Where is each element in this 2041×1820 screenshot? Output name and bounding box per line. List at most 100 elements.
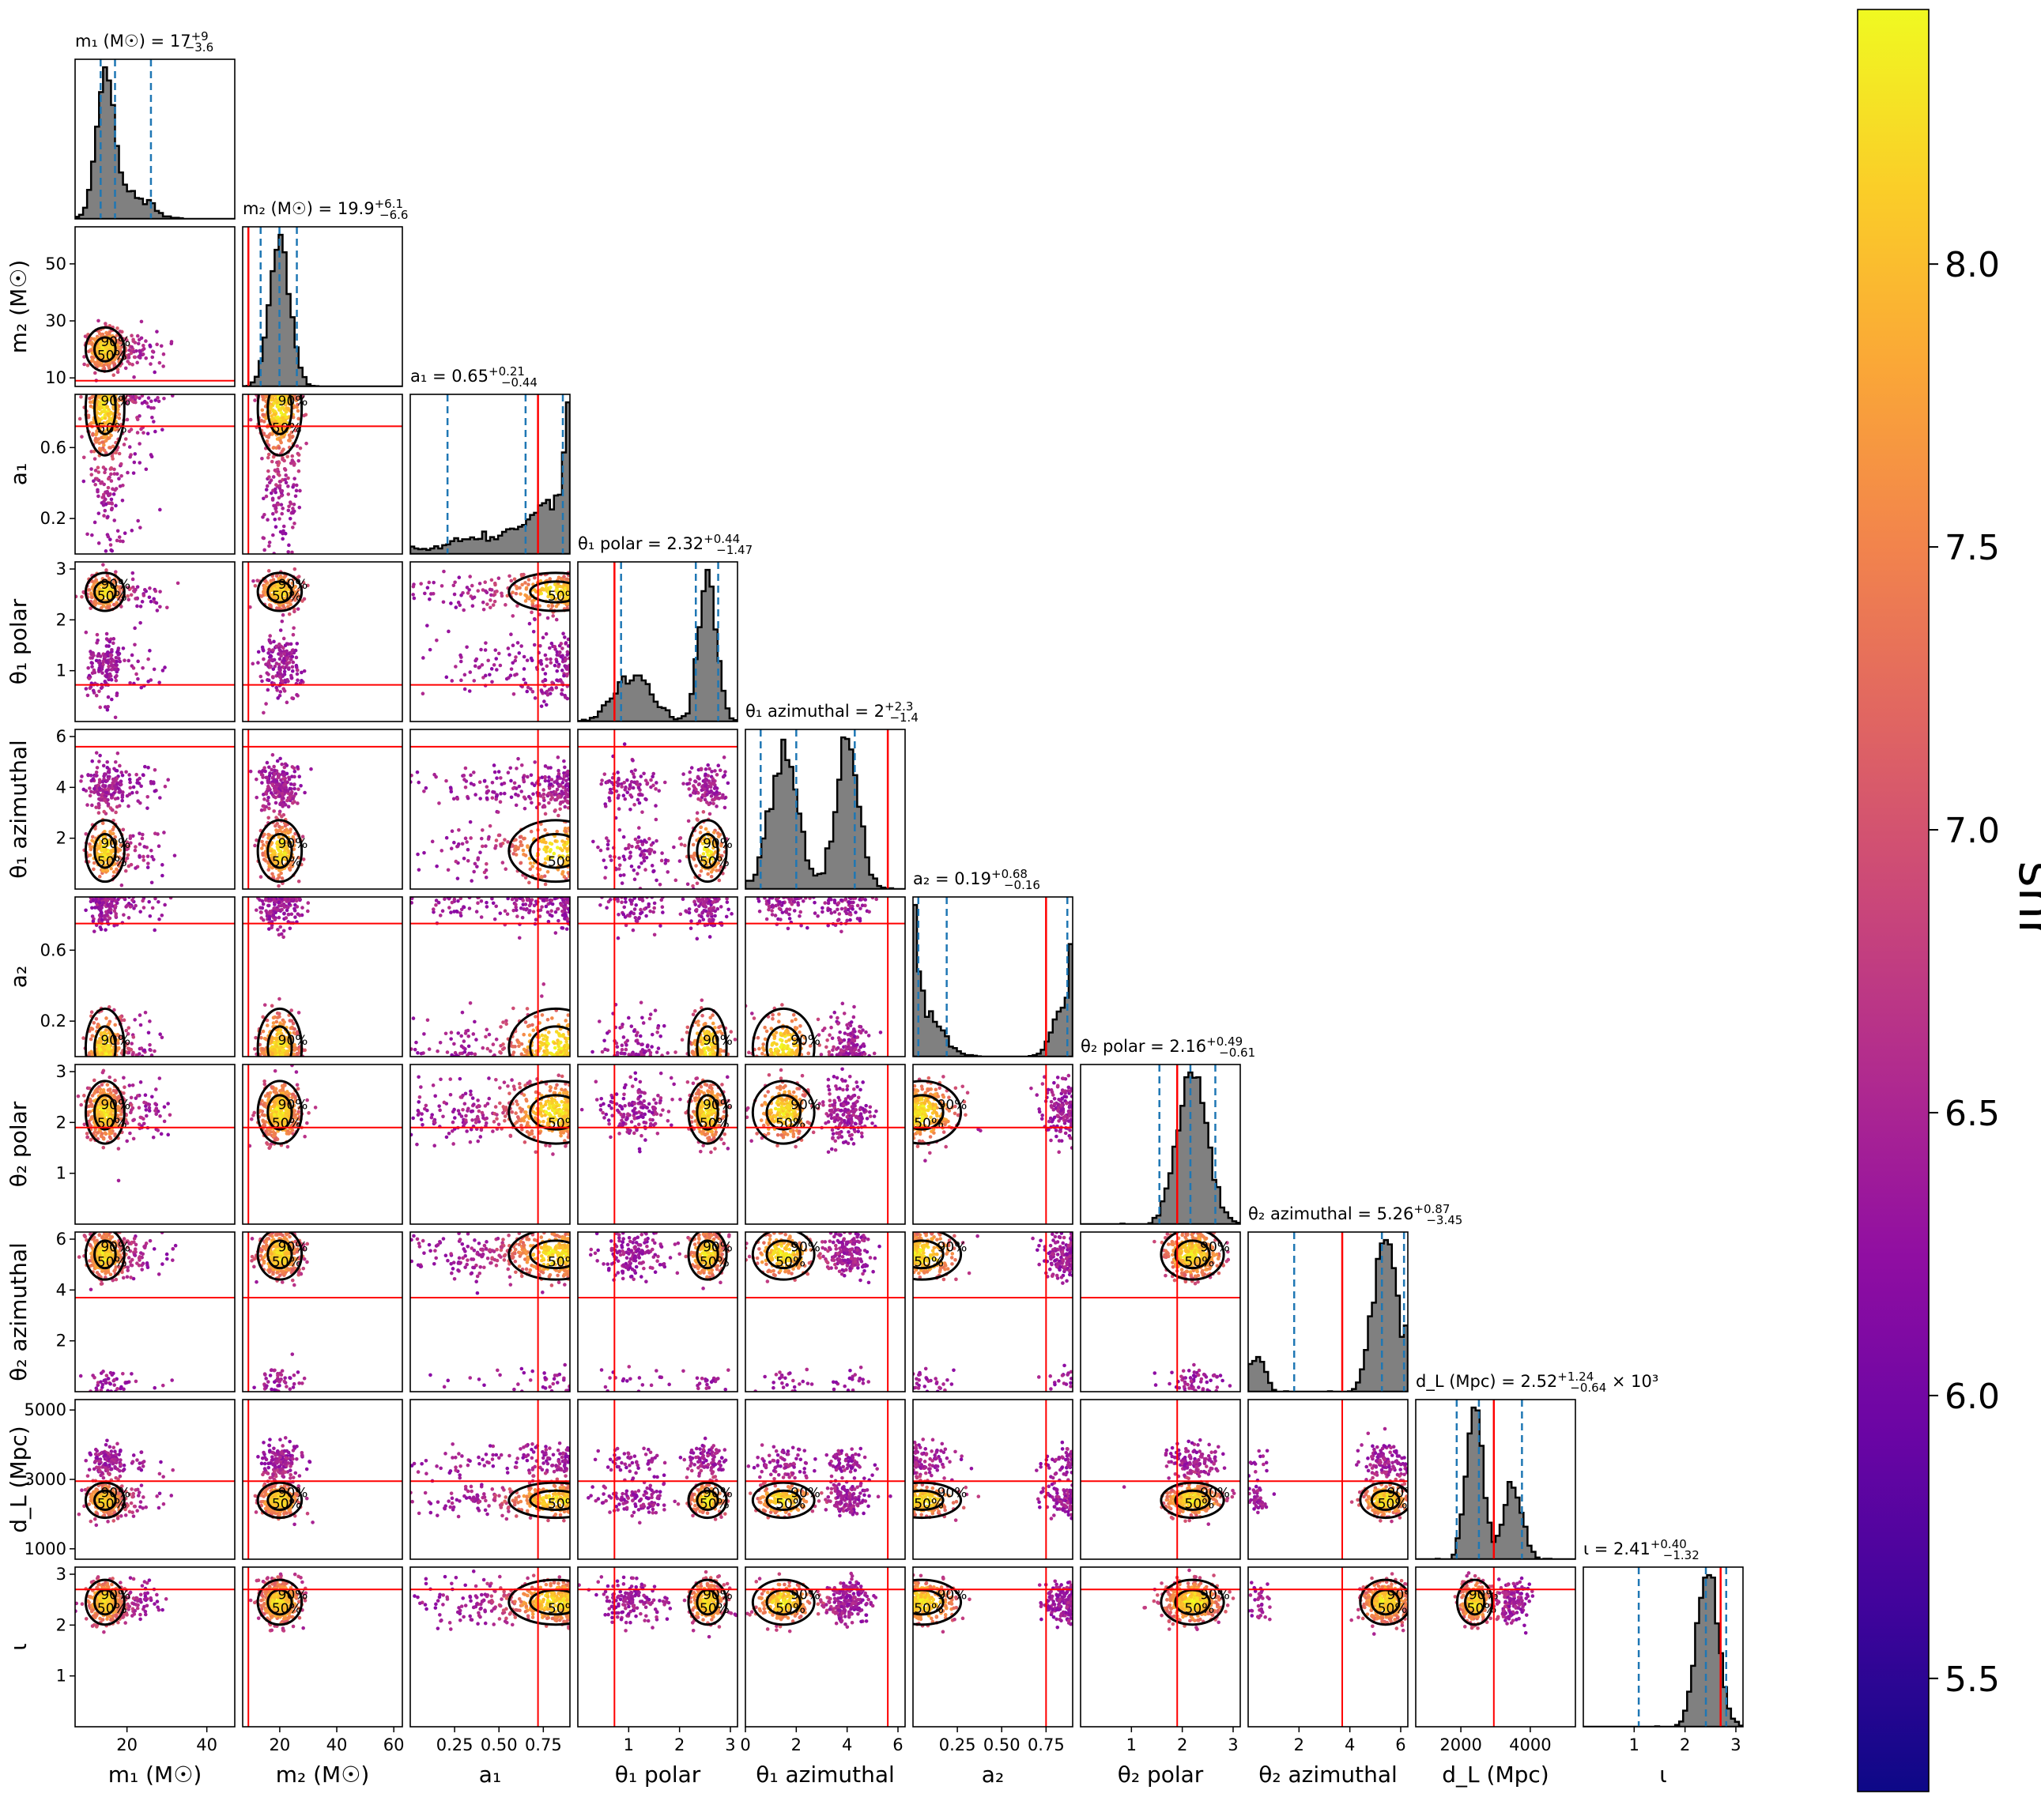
sample-point: [558, 807, 562, 812]
sample-point: [150, 906, 155, 910]
sample-point: [556, 665, 560, 669]
sample-point: [563, 695, 568, 699]
sample-point: [152, 420, 156, 424]
sample-point: [499, 842, 503, 846]
sample-point: [100, 671, 104, 675]
sample-point: [650, 864, 655, 868]
sample-point: [127, 792, 132, 797]
sample-point: [262, 793, 266, 797]
sample-point: [549, 641, 554, 646]
sample-point: [149, 454, 154, 459]
sample-point: [160, 1035, 164, 1040]
sample-point: [514, 655, 518, 659]
sample-point: [104, 790, 109, 795]
sample-point: [556, 846, 560, 850]
sample-point: [542, 699, 546, 703]
sample-point: [547, 801, 551, 805]
sample-point: [104, 631, 109, 636]
sample-point: [663, 858, 668, 862]
sample-point: [92, 668, 96, 673]
sample-point: [282, 782, 286, 787]
sample-point: [288, 868, 292, 872]
sample-point: [507, 574, 511, 578]
panel-frame: [409, 394, 571, 555]
sample-point: [642, 858, 647, 863]
sample-point: [92, 360, 97, 364]
sample-point: [591, 839, 595, 844]
sample-point: [529, 656, 534, 661]
sample-point: [266, 469, 270, 473]
sample-point: [96, 1022, 100, 1027]
sample-point: [125, 856, 130, 861]
sample-point: [291, 526, 295, 529]
sample-point: [469, 836, 473, 840]
sample-point: [108, 594, 112, 599]
sample-point: [100, 911, 104, 915]
sample-point: [100, 779, 105, 784]
sample-point: [556, 768, 560, 773]
sample-point: [168, 897, 173, 900]
sample-point: [543, 775, 547, 780]
y-tick-label: 6: [56, 727, 66, 746]
sample-point: [266, 795, 270, 800]
sample-point: [603, 804, 608, 808]
sample-point: [526, 794, 531, 799]
sample-point: [84, 908, 88, 913]
sample-point: [145, 794, 150, 799]
sample-point: [262, 808, 266, 812]
sample-point: [556, 794, 561, 798]
sample-point: [282, 773, 287, 778]
sample-point: [111, 831, 115, 836]
sample-point: [121, 827, 126, 832]
sample-point: [495, 590, 499, 593]
sample-point: [289, 461, 293, 465]
sample-point: [699, 798, 703, 802]
contour-90: [256, 819, 304, 884]
sample-point: [298, 488, 302, 493]
sample-point: [118, 763, 122, 768]
sample-point: [705, 793, 709, 797]
sample-point: [100, 914, 104, 918]
sample-point: [278, 529, 283, 534]
sample-point: [113, 787, 118, 791]
sample-point: [123, 658, 126, 663]
sample-point: [301, 580, 306, 585]
sample-point: [643, 849, 647, 853]
sample-point: [291, 660, 296, 665]
sample-point: [472, 869, 476, 874]
sample-point: [124, 1028, 129, 1033]
sample-point: [79, 394, 83, 399]
sample-point: [115, 529, 120, 533]
sample-point: [96, 470, 101, 474]
sample-point: [272, 401, 276, 405]
sample-point: [278, 690, 283, 694]
sample-point: [112, 909, 117, 914]
sample-point: [549, 847, 553, 852]
contour-50: [93, 580, 117, 604]
sample-point: [632, 868, 636, 872]
sample-point: [134, 672, 138, 676]
sample-point: [263, 578, 268, 583]
title-sup: +2.3: [885, 699, 913, 714]
sample-point: [294, 655, 299, 660]
sample-point: [110, 548, 115, 553]
sample-point: [126, 853, 130, 857]
sample-point: [103, 583, 107, 588]
sample-point: [296, 912, 300, 916]
sample-point: [150, 415, 154, 420]
sample-point: [89, 592, 93, 597]
sample-point: [134, 772, 138, 777]
sample-point: [130, 653, 134, 658]
sample-point: [657, 789, 662, 793]
sample-point: [120, 773, 125, 778]
sample-point: [121, 790, 125, 794]
panel-inner: 50%90%: [243, 394, 402, 554]
sample-point: [689, 793, 692, 797]
sample-point: [113, 903, 118, 908]
sample-point: [417, 868, 421, 872]
panel-inner: 50%90%: [243, 729, 402, 889]
sample-point: [123, 437, 128, 441]
contour-90: [507, 571, 570, 612]
sample-point: [96, 793, 101, 797]
sample-point: [261, 536, 266, 540]
